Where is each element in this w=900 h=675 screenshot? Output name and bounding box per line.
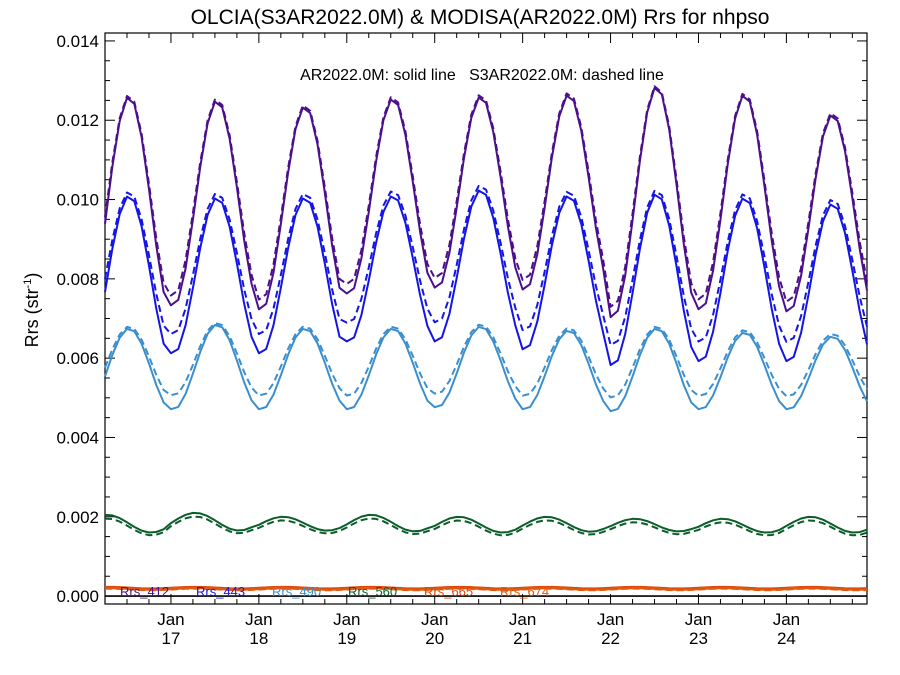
chart-title: OLCIA(S3AR2022.0M) & MODISA(AR2022.0M) R… [191,6,770,29]
legend-entry-Rrs_443: Rrs_443 [196,584,245,599]
x-tick-label-month: Jan [157,610,184,629]
legend-entry-Rrs_490: Rrs_490 [272,584,321,599]
legend-entry-Rrs_560: Rrs_560 [348,584,397,599]
y-tick-label: 0.006 [56,349,99,368]
y-axis-label: Rrs (str-1) [22,273,42,348]
y-tick-label: 0.014 [56,32,99,51]
legend-entry-Rrs_412: Rrs_412 [120,584,169,599]
y-tick-label: 0.004 [56,428,99,447]
x-tick-label-year: 22 [601,629,620,648]
series-line-Rrs_490-dashed [104,322,868,399]
y-tick-label: 0.012 [56,111,99,130]
x-tick-label-month: Jan [509,610,536,629]
y-tick-label: 0.010 [56,191,99,210]
y-axis-label-sup: -1 [22,279,34,289]
series-line-Rrs_674-dashed [104,587,868,592]
x-tick-label-year: 21 [513,629,532,648]
legend-entry-Rrs_665: Rrs_665 [424,584,473,599]
x-tick-label-year: 18 [249,629,268,648]
x-tick-label-month: Jan [333,610,360,629]
x-tick-label-year: 20 [425,629,444,648]
x-tick-label-year: 23 [689,629,708,648]
x-tick-label-year: 17 [161,629,180,648]
y-axis-label-main: Rrs (str [22,288,42,347]
legend-entry-Rrs_674: Rrs_674 [500,584,549,599]
x-tick-label-month: Jan [421,610,448,629]
series-line-Rrs_490-solid [104,324,868,413]
x-tick-label-year: 24 [777,629,796,648]
x-tick-label-month: Jan [685,610,712,629]
series-line-Rrs_443-solid [104,189,868,366]
y-tick-label: 0.000 [56,587,99,606]
y-axis-label-close: ) [22,273,42,279]
series-line-Rrs_412-solid [104,87,868,319]
y-tick-label: 0.008 [56,270,99,289]
x-tick-label-month: Jan [773,610,800,629]
y-tick-label: 0.002 [56,508,99,527]
x-tick-label-month: Jan [597,610,624,629]
series-line-Rrs_560-dashed [104,515,868,537]
series-line-Rrs_560-solid [104,511,868,534]
series-line-Rrs_443-dashed [104,184,868,346]
plot-area: 0.000 0.002 0.004 0.006 0.008 0.010 0.012 0.014… [56,32,868,648]
line-style-annotation: AR2022.0M: solid line S3AR2022.0M: dashe… [300,67,664,84]
x-tick-label-year: 19 [337,629,356,648]
x-tick-label-month: Jan [245,610,272,629]
legend: Rrs_412 Rrs_443 Rrs_490 Rrs_560 Rrs_665 Rrs_6… [120,584,549,599]
